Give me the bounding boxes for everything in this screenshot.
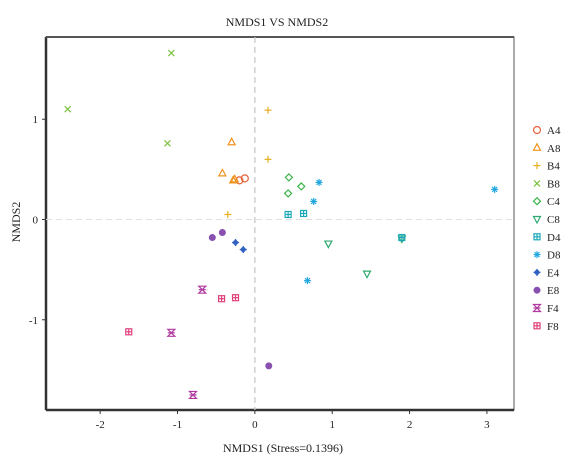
point-a8-4 bbox=[230, 174, 240, 183]
legend-item-f4: F4 bbox=[532, 303, 559, 315]
point-f8-3 bbox=[125, 328, 133, 336]
legend-item-b8: B8 bbox=[533, 178, 560, 190]
point-e8-1 bbox=[208, 234, 216, 242]
point-c4-3 bbox=[283, 189, 293, 198]
point-d8-2 bbox=[310, 197, 318, 205]
point-a8-3 bbox=[228, 175, 238, 184]
point-c8-1 bbox=[323, 240, 333, 249]
y-axis-label: NMDS2 bbox=[9, 202, 23, 243]
point-d8-4 bbox=[303, 277, 311, 285]
point-a4-2 bbox=[240, 174, 249, 183]
point-f4-2 bbox=[166, 328, 177, 337]
legend-item-d4: D4 bbox=[533, 232, 561, 244]
legend-marker-f8 bbox=[533, 322, 541, 330]
x-tick-label: 2 bbox=[407, 419, 413, 431]
legend-label: C8 bbox=[547, 214, 560, 226]
legend-marker-c8 bbox=[532, 215, 542, 225]
point-b4-1 bbox=[264, 106, 272, 114]
legend-item-f8: F8 bbox=[533, 321, 559, 333]
point-a8-1 bbox=[227, 137, 237, 146]
x-tick-label: 1 bbox=[329, 419, 335, 431]
point-c8-2 bbox=[362, 270, 372, 279]
x-tick-label: -1 bbox=[173, 419, 182, 431]
legend-label: D4 bbox=[547, 232, 561, 244]
legend-label: B4 bbox=[547, 161, 560, 173]
legend-marker-e4 bbox=[533, 268, 541, 276]
legend-marker-a4 bbox=[532, 125, 542, 135]
legend-label: F4 bbox=[547, 303, 559, 315]
legend-marker-a8 bbox=[532, 142, 542, 151]
legend-label: F8 bbox=[547, 321, 559, 333]
legend-item-a8: A8 bbox=[532, 142, 561, 155]
chart-title: NMDS1 VS NMDS2 bbox=[226, 15, 328, 29]
legend-item-c4: C4 bbox=[532, 196, 560, 208]
plot-area bbox=[45, 36, 515, 411]
legend-item-b4: B4 bbox=[533, 161, 560, 173]
legend-item-d8: D8 bbox=[533, 250, 561, 262]
x-tick-label: 3 bbox=[484, 419, 490, 431]
point-c4-1 bbox=[284, 173, 294, 182]
point-f4-1 bbox=[197, 285, 208, 294]
plot-frame bbox=[44, 36, 515, 412]
x-tick-label: -2 bbox=[96, 419, 105, 431]
legend-label: A4 bbox=[547, 125, 561, 137]
legend: A4 A8 B4 B8 C4 C8 D4 D8 E4 E8 F4 F8 bbox=[532, 125, 561, 333]
point-e4-2 bbox=[239, 246, 247, 254]
point-f4-3 bbox=[188, 390, 198, 400]
legend-label: B8 bbox=[547, 178, 560, 190]
point-b4-3 bbox=[224, 210, 232, 218]
x-tick-label: 0 bbox=[252, 419, 258, 431]
legend-marker-c4 bbox=[532, 196, 542, 206]
legend-label: C4 bbox=[547, 196, 560, 208]
point-a8-2 bbox=[217, 168, 227, 177]
point-d8-1 bbox=[315, 178, 323, 186]
legend-marker-b4 bbox=[533, 162, 541, 170]
legend-label: D8 bbox=[547, 250, 561, 262]
legend-label: E4 bbox=[547, 267, 560, 279]
legend-item-a4: A4 bbox=[532, 125, 561, 137]
legend-marker-b8 bbox=[533, 179, 541, 187]
point-d8-3 bbox=[491, 185, 499, 193]
legend-item-e8: E8 bbox=[533, 285, 560, 297]
point-f8-1 bbox=[231, 294, 240, 302]
y-tick-label: -1 bbox=[29, 315, 38, 327]
point-b8-2 bbox=[64, 105, 72, 113]
legend-marker-f4 bbox=[532, 303, 542, 313]
x-axis-label: NMDS1 (Stress=0.1396) bbox=[223, 441, 343, 455]
point-d4-1 bbox=[284, 210, 292, 219]
legend-item-e4: E4 bbox=[533, 267, 560, 279]
legend-marker-d4 bbox=[533, 233, 541, 241]
legend-label: A8 bbox=[547, 143, 561, 155]
point-e8-3 bbox=[265, 362, 273, 370]
legend-item-c8: C8 bbox=[532, 214, 560, 226]
data-points bbox=[64, 49, 499, 400]
legend-marker-d8 bbox=[533, 251, 541, 259]
point-e8-2 bbox=[218, 229, 226, 237]
point-b8-1 bbox=[167, 49, 175, 57]
point-b8-3 bbox=[164, 139, 171, 147]
point-c4-2 bbox=[296, 182, 306, 191]
y-tick-label: 1 bbox=[33, 114, 39, 126]
point-f8-2 bbox=[217, 295, 226, 303]
y-tick-label: 0 bbox=[33, 214, 39, 226]
point-d4-3 bbox=[398, 233, 406, 242]
legend-marker-e8 bbox=[533, 286, 541, 294]
point-b4-2 bbox=[264, 155, 272, 163]
point-e4-1 bbox=[232, 239, 240, 247]
legend-label: E8 bbox=[547, 285, 560, 297]
axis-ticks: -2 -1 0 1 2 3 -1 0 1 bbox=[29, 114, 490, 431]
point-d4-2 bbox=[299, 209, 308, 218]
